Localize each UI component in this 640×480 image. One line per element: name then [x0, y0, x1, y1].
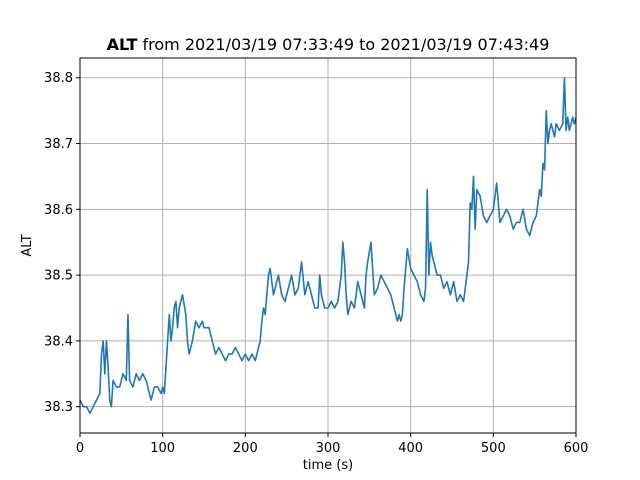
series-line: [79, 76, 577, 415]
x-axis: 0 100 200 300 400 500 600: [76, 433, 589, 456]
x-tick-label: 600: [564, 441, 589, 456]
x-tick-label: 0: [76, 441, 84, 456]
x-tick-label: 300: [316, 441, 341, 456]
series-layer: [79, 76, 577, 415]
x-tick-label: 100: [150, 441, 175, 456]
y-tick-label: 38.5: [44, 269, 73, 284]
y-axis-label: ALT: [20, 234, 35, 256]
chart-title-variable: ALT: [107, 35, 138, 54]
y-tick-label: 38.4: [44, 334, 73, 349]
x-axis-label: time (s): [303, 458, 353, 473]
y-tick-label: 38.6: [44, 203, 73, 218]
x-tick-label: 200: [233, 441, 258, 456]
chart-title: ALT from 2021/03/19 07:33:49 to 2021/03/…: [107, 35, 550, 54]
chart-title-range: from 2021/03/19 07:33:49 to 2021/03/19 0…: [137, 35, 549, 54]
y-tick-label: 38.8: [44, 71, 73, 86]
y-axis: 38.3 38.4 38.5 38.6 38.7 38.8: [44, 71, 80, 415]
y-tick-label: 38.7: [44, 137, 73, 152]
x-tick-label: 500: [481, 441, 506, 456]
y-tick-label: 38.3: [44, 400, 73, 415]
x-tick-label: 400: [398, 441, 423, 456]
